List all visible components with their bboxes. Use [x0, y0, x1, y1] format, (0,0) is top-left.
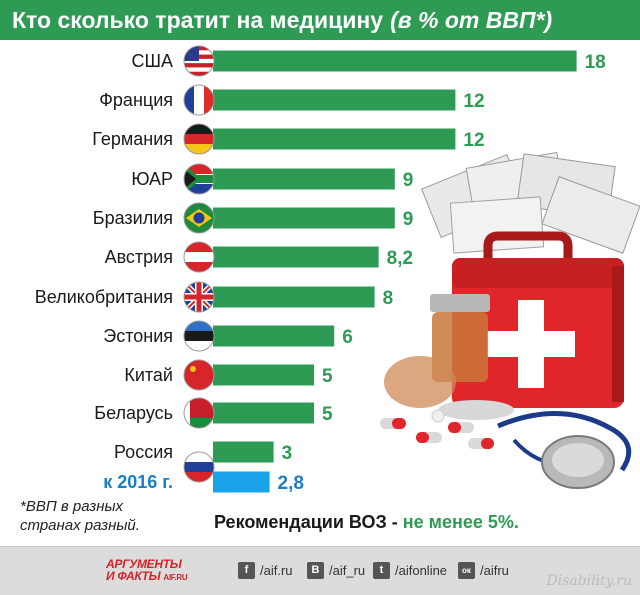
bar [213, 207, 395, 229]
bar [213, 402, 314, 424]
category-label: Китай [124, 365, 173, 385]
social-vk-label: /aif_ru [329, 563, 366, 578]
logo-line-1: АРГУМЕНТЫ [106, 557, 182, 571]
social-facebook[interactable]: f /aif.ru [238, 562, 293, 579]
value-label: 18 [585, 52, 606, 73]
banknotes-image [420, 151, 640, 254]
bar [213, 364, 314, 386]
category-label: США [131, 51, 173, 71]
social-odnoklassniki[interactable]: ок /aifru [458, 562, 509, 579]
flag-icon-by [183, 397, 215, 429]
vk-icon: В [307, 562, 324, 579]
pill-bottle-image [384, 294, 514, 420]
flag-icon-gb [183, 281, 215, 313]
bar [213, 128, 456, 150]
watermark: Disability.ru [546, 573, 632, 589]
flag-icon-at [183, 241, 215, 273]
bar [213, 50, 577, 72]
bar [213, 471, 270, 493]
value-label: 5 [322, 404, 333, 425]
flag-icon-de [183, 123, 215, 155]
chart-title-bar: Кто сколько тратит на медицину (в % от В… [0, 0, 640, 40]
category-label: Россия [114, 442, 173, 462]
flag-icon-cn [183, 359, 215, 391]
category-label: Германия [92, 129, 173, 149]
value-label: 8 [383, 288, 394, 309]
bar [213, 89, 456, 111]
value-label: 5 [322, 366, 333, 387]
bar-chart: США 18 Франция 12 Германия 12 ЮАР 9 Бразилия 9 Авс… [35, 45, 606, 494]
footer-bar: АРГУМЕНТЫ И ФАКТЫ AIF.RU f /aif.ru В /ai… [0, 546, 640, 595]
who-recommendation: Рекомендации ВОЗ - не менее 5%. [214, 512, 519, 533]
category-label: Австрия [105, 247, 173, 267]
category-label: ЮАР [131, 169, 173, 189]
flag-icon-za [183, 163, 215, 195]
category-label: Франция [99, 90, 173, 110]
category-label: Эстония [103, 326, 173, 346]
social-odnoklassniki-label: /aifru [480, 563, 509, 578]
value-label: 12 [463, 91, 484, 112]
value-label: 8,2 [387, 248, 413, 269]
social-twitter-label: /aifonline [395, 563, 448, 578]
flag-icon-us [183, 45, 215, 77]
pills-image [380, 409, 494, 449]
social-vk[interactable]: В /aif_ru [307, 562, 365, 579]
bar [213, 441, 274, 463]
category-label: к 2016 г. [103, 472, 173, 492]
chart-title: Кто сколько тратит на медицину [12, 6, 384, 33]
who-recommendation-prefix: Рекомендации ВОЗ - [214, 512, 403, 532]
twitter-icon: t [373, 562, 390, 579]
aif-logo[interactable]: АРГУМЕНТЫ И ФАКТЫ AIF.RU [106, 558, 198, 584]
bar [213, 168, 395, 190]
logo-line-2: И ФАКТЫ [106, 569, 161, 583]
gdp-footnote: *ВВП в разных странах разный. [20, 498, 140, 534]
bar [213, 286, 375, 308]
value-label: 9 [403, 209, 414, 230]
bar [213, 246, 379, 268]
social-twitter[interactable]: t /aifonline [373, 562, 447, 579]
category-label: Бразилия [93, 208, 173, 228]
who-recommendation-value: не менее 5%. [402, 512, 519, 532]
stethoscope-image [497, 411, 632, 489]
value-label: 9 [403, 170, 414, 191]
flag-icon-br [183, 202, 215, 234]
odnoklassniki-icon: ок [458, 562, 475, 579]
medical-illustration [380, 151, 640, 489]
value-label: 3 [282, 443, 293, 464]
category-label: Беларусь [94, 403, 173, 423]
logo-site: AIF.RU [163, 573, 188, 582]
value-label: 6 [342, 327, 353, 348]
flag-icon-ru [183, 451, 215, 483]
bar [213, 325, 335, 347]
value-label: 12 [463, 130, 484, 151]
social-facebook-label: /aif.ru [260, 563, 293, 578]
value-label: 2,8 [278, 473, 304, 494]
facebook-icon: f [238, 562, 255, 579]
chart-subtitle: (в % от ВВП*) [390, 6, 553, 33]
flag-icon-ee [183, 320, 215, 352]
first-aid-kit-image [452, 231, 624, 408]
category-label: Великобритания [35, 287, 173, 307]
flag-icon-fr [183, 84, 215, 116]
